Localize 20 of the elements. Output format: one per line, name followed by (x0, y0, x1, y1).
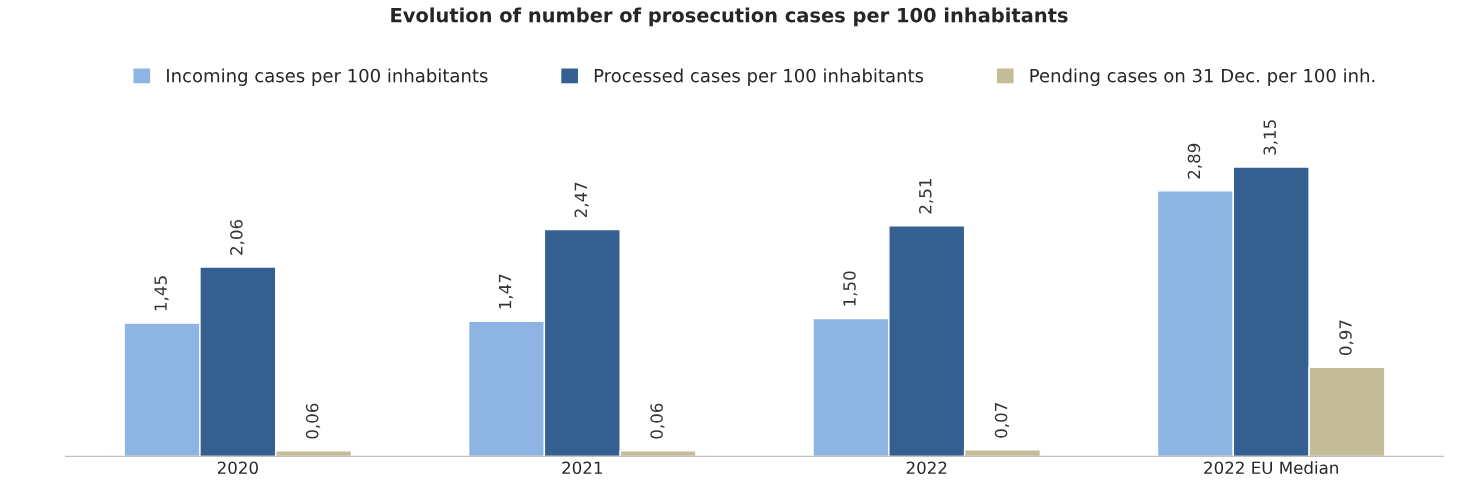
legend-label: Incoming cases per 100 inhabitants (167, 68, 488, 86)
x-tick-label: 2022 EU Median (1204, 461, 1338, 475)
data-label: 2,89 (1187, 143, 1202, 179)
data-label: 1,47 (498, 274, 514, 309)
data-label: 2,47 (574, 182, 589, 218)
data-label: 2,51 (918, 179, 934, 214)
data-label: 0,06 (650, 403, 665, 439)
x-tick-label: 2022 (906, 461, 947, 475)
data-label: 1,45 (154, 276, 169, 311)
data-label: 0,07 (994, 403, 1010, 438)
data-label: 0,97 (1339, 320, 1354, 356)
chart-title: Evolution of number of prosecution cases per 100 inhabitants (391, 7, 1068, 27)
legend-label: Processed cases per 100 inhabitants (594, 68, 924, 86)
data-label: 3,15 (1263, 120, 1278, 155)
data-label: 2,06 (230, 219, 245, 255)
legend-label: Pending cases on 31 Dec. per 100 inh. (1030, 68, 1375, 86)
x-tick-label: 2020 (217, 461, 258, 475)
data-label: 0,06 (305, 403, 321, 439)
x-tick-label: 2021 (562, 461, 602, 475)
data-label: 1,50 (843, 271, 858, 306)
